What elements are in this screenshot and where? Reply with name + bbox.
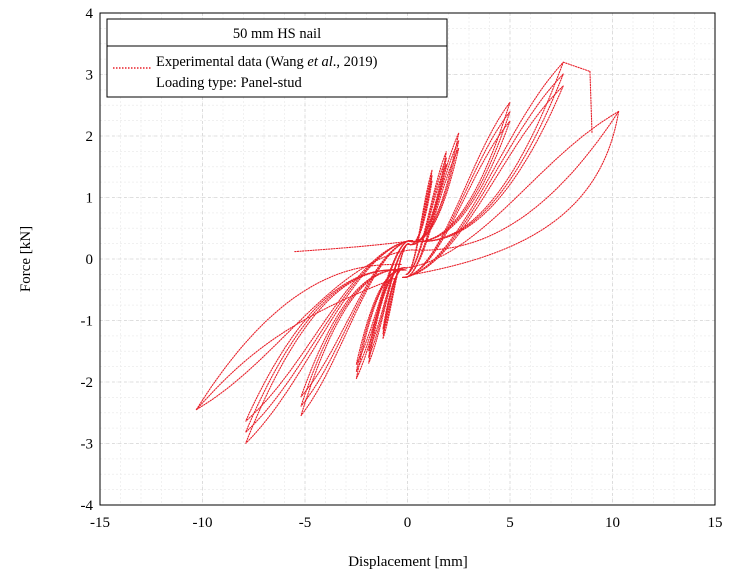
y-tick-labels: -4 -3 -2 -1 0 1 2 3 4 [81, 6, 94, 514]
legend-entry-label: Experimental data (Wang et al., 2019) [156, 54, 378, 70]
x-tick-label: 0 [404, 515, 412, 531]
legend-entry-prefix: Experimental data (Wang [156, 54, 307, 70]
y-tick-label: 3 [86, 68, 94, 84]
y-axis-label: Force [kN] [18, 226, 34, 292]
y-tick-label: 2 [86, 129, 94, 145]
y-tick-label: -1 [81, 314, 94, 330]
outer-negative-unload [195, 276, 398, 411]
hysteresis-loop [368, 164, 447, 352]
hysteresis-loop [195, 110, 620, 411]
legend-loading-type: Loading type: Panel-stud [156, 75, 303, 91]
x-tick-label: -10 [193, 515, 213, 531]
x-tick-label: -5 [299, 515, 312, 531]
outer-positive-unload [413, 110, 620, 275]
x-axis-label: Displacement [mm] [348, 554, 468, 570]
x-tick-label: 10 [605, 515, 620, 531]
pinch-branch-upper [294, 240, 415, 253]
y-tick-label: -4 [81, 498, 94, 514]
legend-box [106, 18, 448, 98]
plot-frame [99, 12, 716, 506]
x-tick-label: 5 [506, 515, 514, 531]
series-experimental [195, 61, 620, 444]
legend-entry-suffix: ., 2019) [333, 54, 378, 70]
x-tick-label: 15 [708, 515, 723, 531]
y-tick-label: -2 [81, 375, 94, 391]
strength-drop-segment [562, 61, 591, 72]
x-tick-labels: -15 -10 -5 0 5 10 15 [90, 515, 723, 531]
y-tick-label: -3 [81, 437, 94, 453]
legend: 50 mm HS nail Experimental data (Wang et… [106, 18, 448, 98]
legend-entry-italic: et al [307, 54, 332, 70]
x-tick-label: -15 [90, 515, 110, 531]
strength-drop-segment [589, 70, 593, 134]
y-tick-label: 4 [86, 6, 94, 22]
legend-title: 50 mm HS nail [233, 26, 321, 42]
y-tick-label: 1 [86, 191, 94, 207]
y-tick-label: 0 [86, 252, 94, 268]
